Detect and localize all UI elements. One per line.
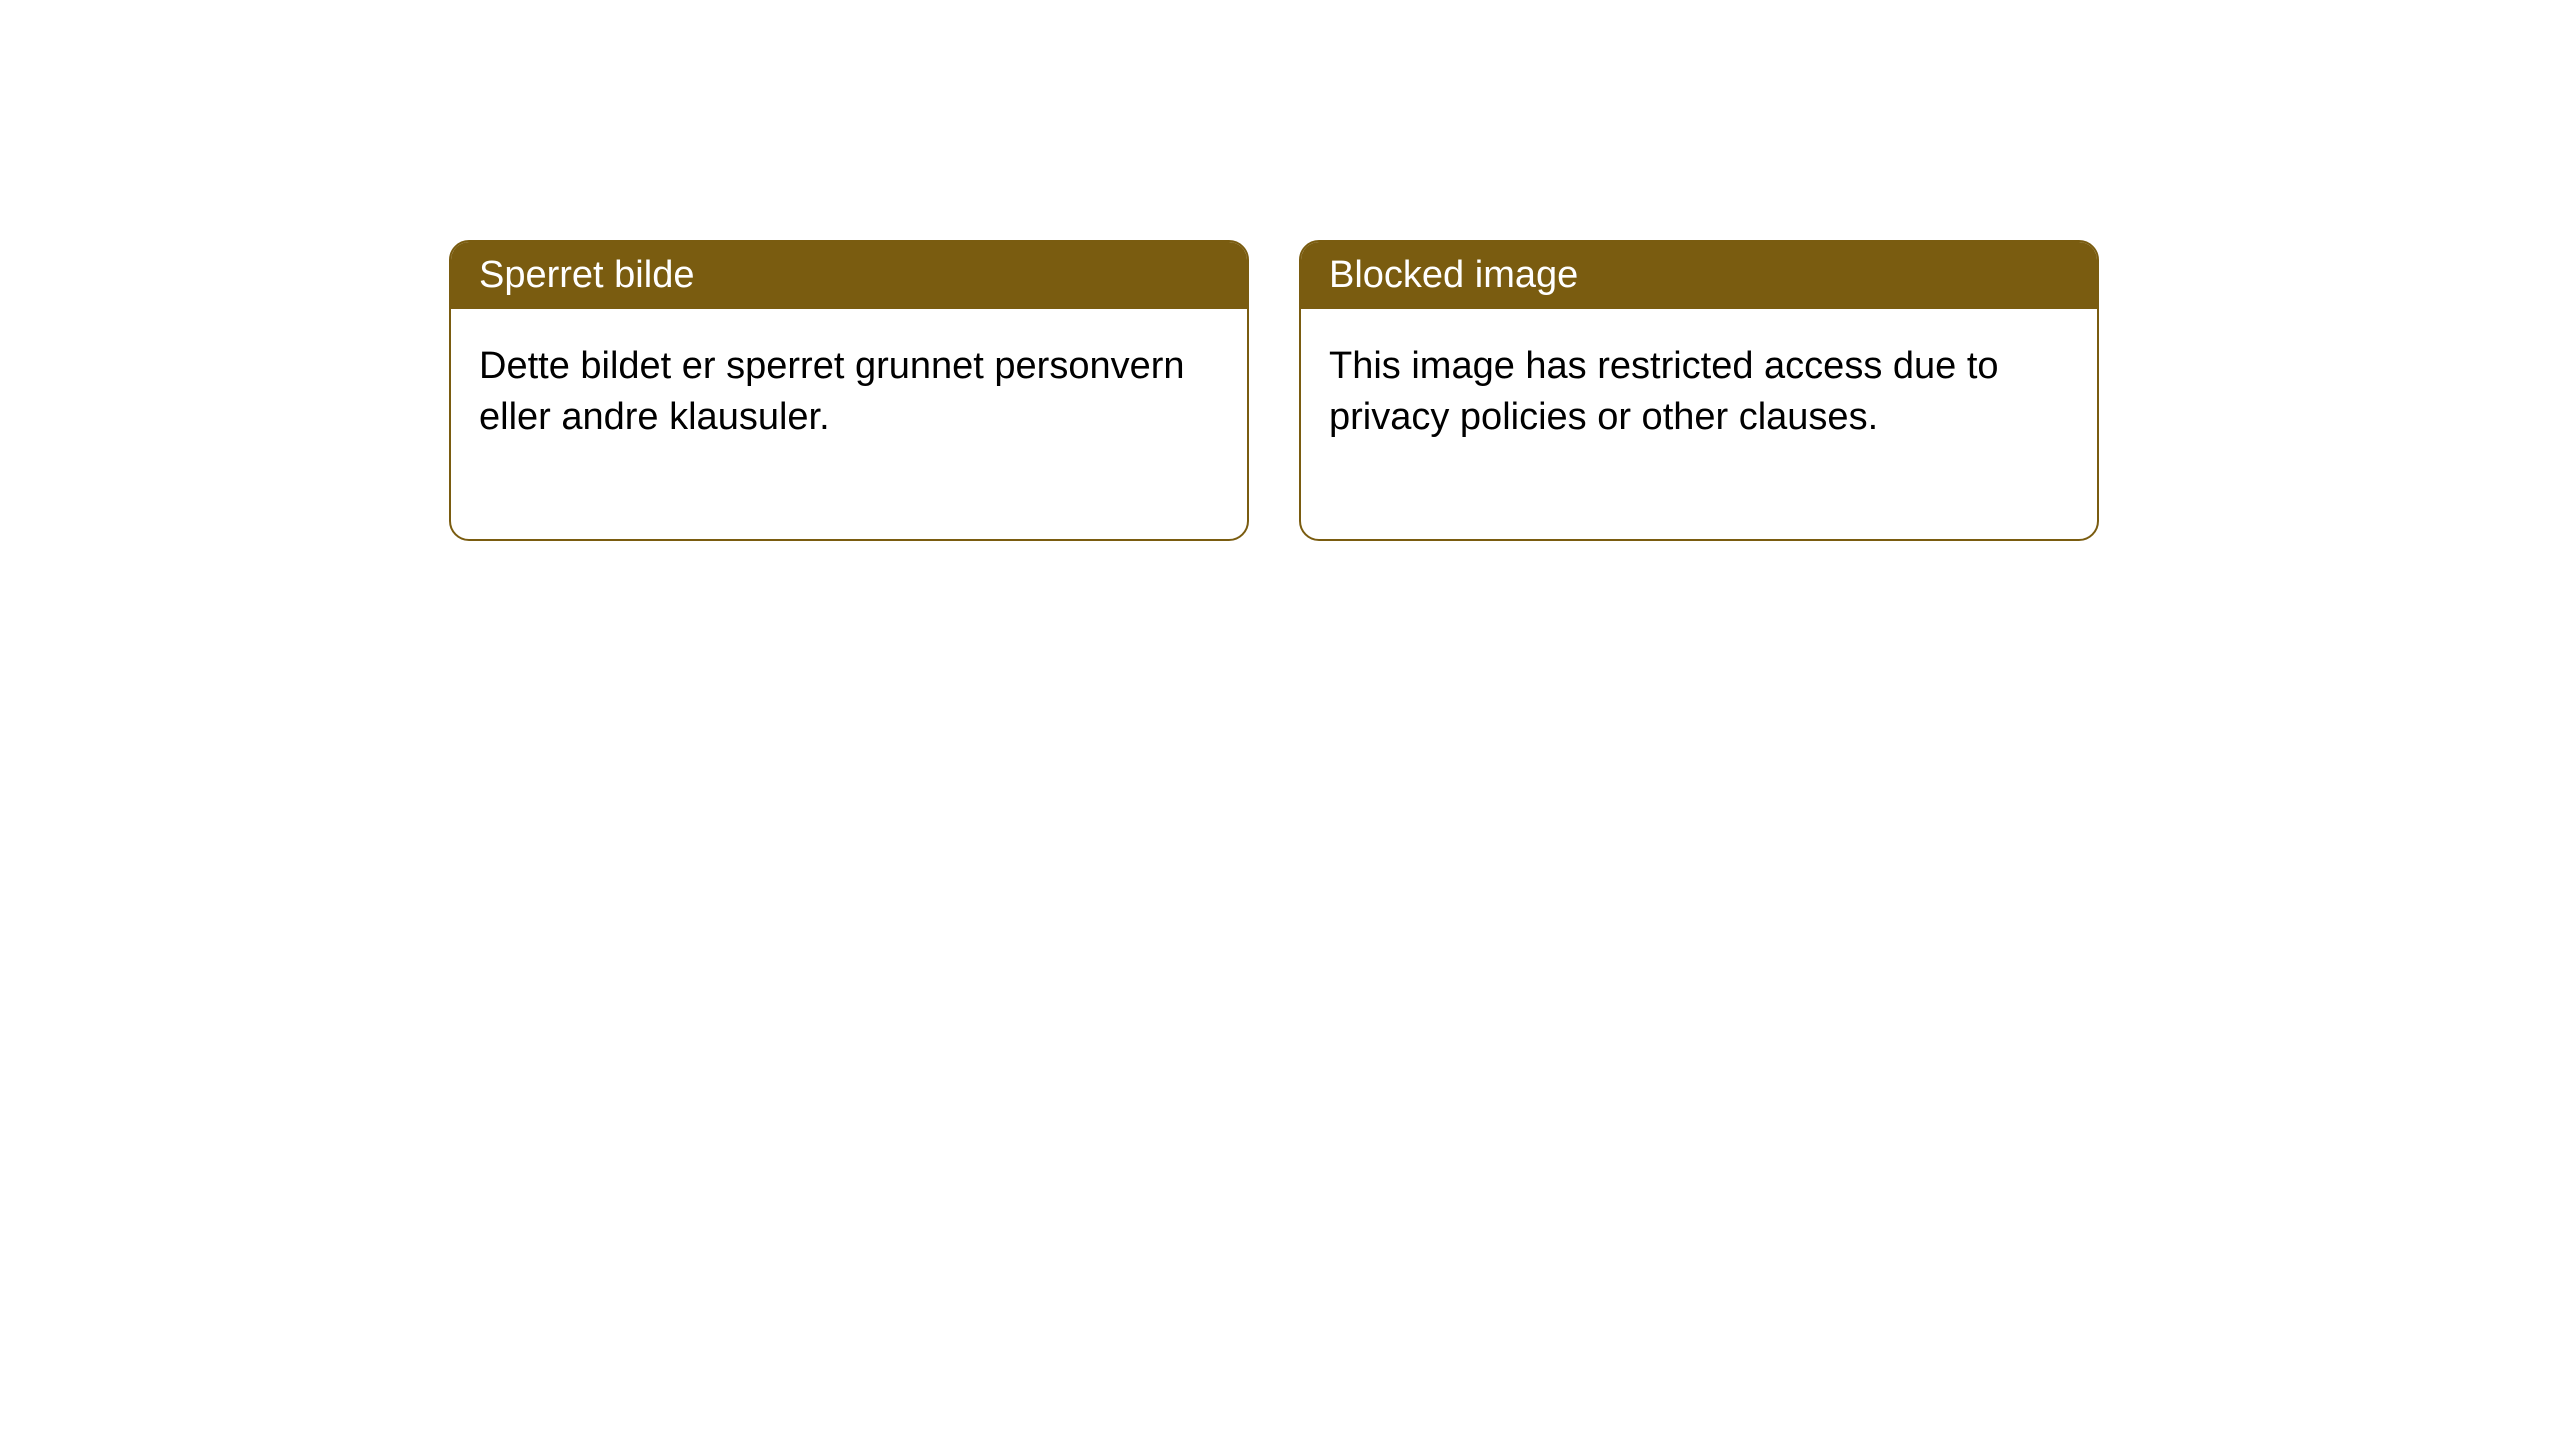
card-title: Sperret bilde bbox=[479, 254, 694, 296]
notice-card-norwegian: Sperret bilde Dette bildet er sperret gr… bbox=[449, 240, 1249, 541]
card-header: Sperret bilde bbox=[451, 242, 1247, 309]
card-body: Dette bildet er sperret grunnet personve… bbox=[451, 309, 1247, 539]
card-title: Blocked image bbox=[1329, 254, 1578, 296]
notice-card-english: Blocked image This image has restricted … bbox=[1299, 240, 2099, 541]
card-body: This image has restricted access due to … bbox=[1301, 309, 2097, 539]
card-body-text: Dette bildet er sperret grunnet personve… bbox=[479, 345, 1185, 438]
card-body-text: This image has restricted access due to … bbox=[1329, 345, 1999, 438]
notice-cards-container: Sperret bilde Dette bildet er sperret gr… bbox=[449, 240, 2099, 541]
card-header: Blocked image bbox=[1301, 242, 2097, 309]
